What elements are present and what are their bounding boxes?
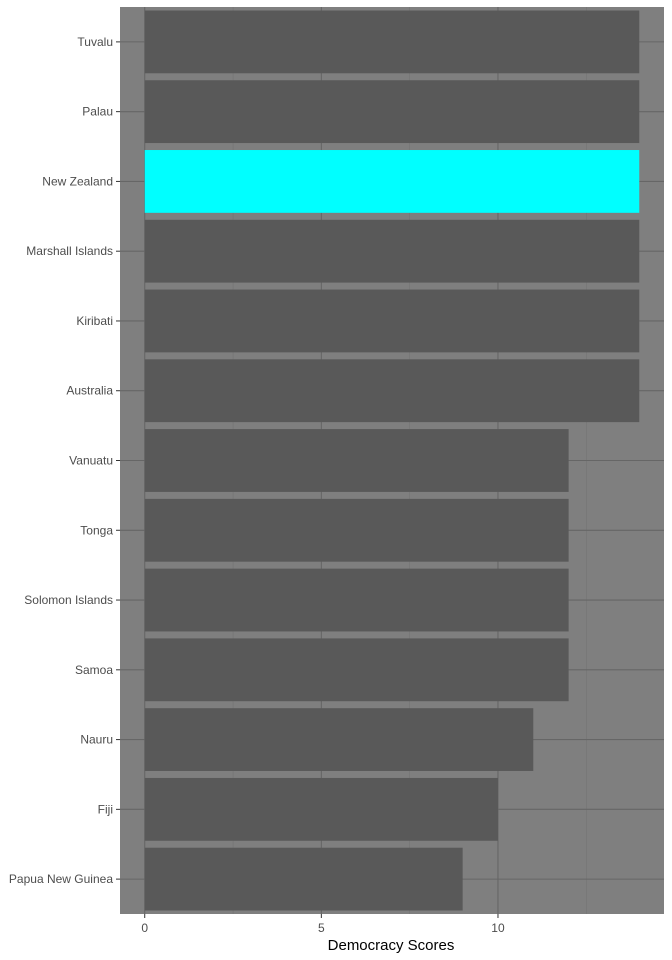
- x-tick-label: 10: [491, 921, 505, 935]
- y-tick-label: Samoa: [75, 663, 113, 677]
- y-tick-label: Palau: [82, 105, 113, 119]
- bar-new-zealand: [144, 150, 640, 213]
- y-tick-label: Vanuatu: [69, 454, 113, 468]
- x-tick-label: 0: [141, 921, 148, 935]
- bars: [144, 10, 640, 911]
- y-tick-label: Kiribati: [76, 314, 113, 328]
- bar-kiribati: [144, 289, 640, 353]
- x-axis-title: Democracy Scores: [328, 937, 455, 954]
- x-tick-label: 5: [318, 921, 325, 935]
- y-tick-label: Fiji: [98, 802, 113, 816]
- y-tick-label: Marshall Islands: [26, 244, 113, 258]
- bar-tuvalu: [144, 10, 640, 74]
- y-tick-labels: Tuvalu Palau New Zealand Marshall Islands Ki…: [9, 35, 120, 886]
- bar-samoa: [144, 638, 569, 702]
- bar-solomon-islands: [144, 568, 569, 632]
- bar-fiji: [144, 777, 498, 841]
- y-tick-label: Australia: [66, 384, 113, 398]
- bar-tonga: [144, 498, 569, 562]
- x-tick-labels: 0 5 10: [141, 914, 505, 935]
- bar-palau: [144, 80, 640, 144]
- y-tick-label: Nauru: [80, 733, 113, 747]
- y-tick-label: New Zealand: [42, 174, 113, 188]
- bar-vanuatu: [144, 429, 569, 492]
- y-tick-label: Solomon Islands: [24, 593, 113, 607]
- y-tick-label: Papua New Guinea: [9, 872, 113, 886]
- bar-papua-new-guinea: [144, 847, 463, 911]
- bar-australia: [144, 359, 640, 423]
- y-tick-label: Tuvalu: [77, 35, 113, 49]
- bar-marshall-islands: [144, 219, 640, 283]
- bar-nauru: [144, 708, 534, 771]
- y-tick-label: Tonga: [80, 523, 113, 537]
